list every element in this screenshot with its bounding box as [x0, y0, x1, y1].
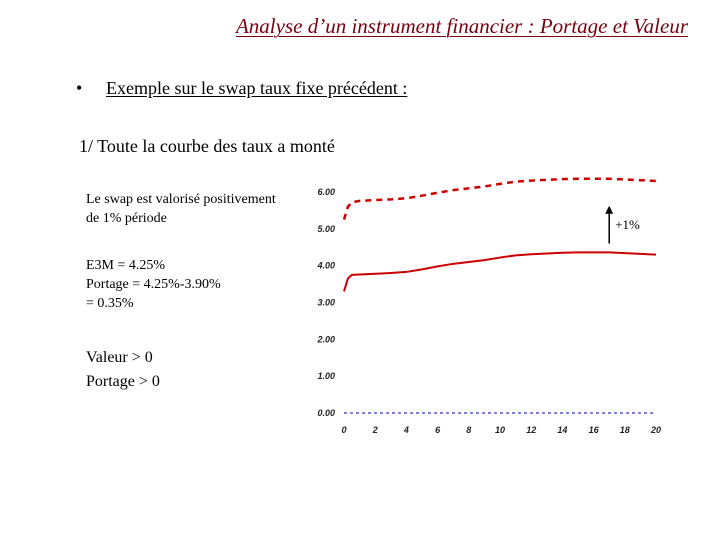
- annotation-label: +1%: [615, 217, 640, 232]
- note-conclusion: Valeur > 0 Portage > 0: [86, 346, 160, 394]
- y-tick-label: 5.00: [317, 224, 335, 234]
- rate-curve-chart: 0.00 1.00 2.00 3.00 4.00 5.00 6.00 0 2 4 6 8 10 12 14 1…: [316, 177, 661, 435]
- y-tick-label: 3.00: [317, 298, 335, 308]
- series-line-dashed: [342, 177, 657, 220]
- annotation-arrowhead: [605, 205, 614, 214]
- y-tick-label: 4.00: [316, 261, 335, 271]
- bullet-marker: •: [76, 78, 83, 98]
- bullet-item: • Exemple sur le swap taux fixe précéden…: [76, 78, 407, 99]
- note-portage-line: E3M = 4.25%: [86, 258, 166, 273]
- x-tick-label: 14: [557, 425, 567, 435]
- note-valorise: Le swap est valorisé positivement de 1% …: [86, 192, 276, 226]
- x-tick-label: 0: [341, 425, 346, 435]
- x-tick-label: 4: [403, 425, 409, 435]
- slide-title: Analyse d’un instrument financier : Port…: [235, 14, 688, 38]
- note-portage: E3M = 4.25% Portage = 4.25%-3.90% = 0.35…: [86, 256, 276, 313]
- y-tick-label: 0.00: [317, 408, 335, 418]
- bullet-text: Exemple sur le swap taux fixe précédent …: [106, 78, 408, 98]
- note-conclusion-line: Valeur > 0: [86, 349, 153, 366]
- x-tick-label: 16: [589, 425, 600, 435]
- y-tick-label: 2.00: [316, 334, 335, 344]
- x-tick-label: 12: [526, 425, 536, 435]
- note-portage-line: = 0.35%: [86, 296, 134, 311]
- series-line-solid: [343, 251, 657, 292]
- note-portage-line: Portage = 4.25%-3.90%: [86, 277, 221, 292]
- note-conclusion-line: Portage > 0: [86, 373, 160, 390]
- x-tick-label: 2: [372, 425, 378, 435]
- x-tick-label: 8: [466, 425, 471, 435]
- y-tick-label: 1.00: [317, 371, 335, 381]
- section-heading: 1/ Toute la courbe des taux a monté: [79, 136, 335, 156]
- y-tick-label: 6.00: [317, 187, 335, 197]
- x-tick-label: 20: [650, 425, 661, 435]
- x-tick-label: 10: [495, 425, 505, 435]
- x-tick-label: 6: [435, 425, 441, 435]
- x-tick-label: 18: [620, 425, 630, 435]
